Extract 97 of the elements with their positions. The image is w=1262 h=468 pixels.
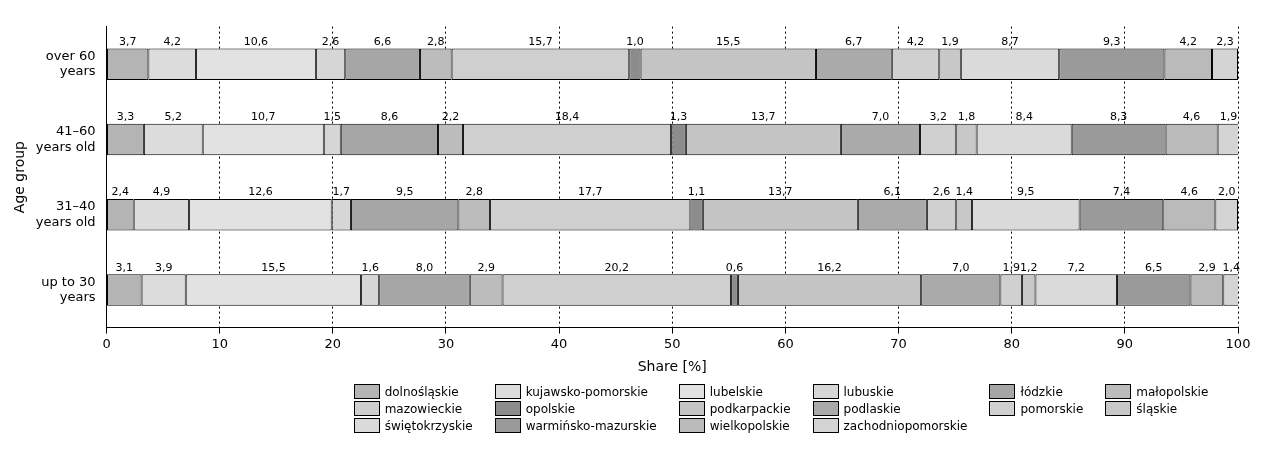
y-tick-label: up to 30 years xyxy=(41,273,96,305)
data-label: 4,9 xyxy=(152,185,171,199)
data-label: 2,0 xyxy=(1217,185,1236,199)
x-tick-label: 10 xyxy=(211,335,228,351)
data-label: 17,7 xyxy=(577,185,603,199)
data-label: 3,1 xyxy=(115,260,134,274)
data-label: 15,7 xyxy=(528,34,553,48)
data-label: 8,0 xyxy=(415,260,434,274)
data-label: 1,4 xyxy=(955,185,973,199)
legend-label: śląskie xyxy=(1136,401,1178,416)
x-tick-label: 100 xyxy=(1225,335,1251,351)
data-label: 1,8 xyxy=(957,110,976,124)
x-tick-label: 90 xyxy=(1116,335,1134,351)
legend-label: opolskie xyxy=(525,401,576,416)
data-label: 3,2 xyxy=(929,110,947,124)
legend-label: podkarpackie xyxy=(709,401,791,416)
x-tick-label: 0 xyxy=(102,335,111,351)
legend-label: lubuskie xyxy=(843,384,894,399)
data-label: 13,7 xyxy=(768,185,793,199)
legend-label: dolnośląskie xyxy=(384,384,459,399)
data-label: 20,2 xyxy=(604,260,630,274)
data-label: 1,5 xyxy=(323,110,341,124)
x-tick-label: 70 xyxy=(890,335,907,351)
data-label: 8,7 xyxy=(1001,34,1019,48)
legend-label: mazowieckie xyxy=(384,401,463,416)
data-label: 10,7 xyxy=(250,110,276,124)
legend-label: łódzkie xyxy=(1020,384,1063,399)
data-label: 7,4 xyxy=(1112,185,1131,199)
y-axis-title: Age group xyxy=(11,140,28,214)
y-tick-label: 31–40 years old xyxy=(35,198,96,229)
data-label: 2,2 xyxy=(441,110,460,124)
x-tick-label: 60 xyxy=(777,335,794,351)
data-label: 12,6 xyxy=(248,185,273,199)
data-label: 3,9 xyxy=(154,260,173,274)
data-label: 10,6 xyxy=(243,34,269,48)
data-label: 4,6 xyxy=(1180,185,1199,199)
y-tick-label: over 60 years xyxy=(45,47,96,79)
data-label: 8,4 xyxy=(1015,110,1033,124)
data-label: 7,0 xyxy=(952,260,970,274)
x-tick-label: 50 xyxy=(663,335,681,351)
data-label: 1,9 xyxy=(1002,260,1020,274)
legend-label: podlaskie xyxy=(843,401,901,416)
data-label: 2,3 xyxy=(1216,34,1234,48)
data-label: 13,7 xyxy=(751,110,776,124)
data-label: 0,6 xyxy=(725,260,744,274)
x-tick-label: 40 xyxy=(550,335,568,351)
data-label: 6,7 xyxy=(845,34,863,48)
data-label: 9,5 xyxy=(1017,185,1035,199)
data-label: 1,9 xyxy=(1219,110,1238,124)
data-label: 4,6 xyxy=(1182,110,1201,124)
data-label: 8,6 xyxy=(380,110,399,124)
data-label: 4,2 xyxy=(906,34,925,48)
data-label: 15,5 xyxy=(716,34,741,48)
data-label: 2,6 xyxy=(321,34,340,48)
data-label: 6,1 xyxy=(883,185,902,199)
data-label: 4,2 xyxy=(1179,34,1197,48)
x-tick-label: 80 xyxy=(1003,335,1020,351)
data-label: 1,1 xyxy=(687,185,706,199)
data-label: 2,4 xyxy=(111,185,130,199)
data-label: 6,6 xyxy=(373,34,392,48)
data-label: 2,9 xyxy=(477,260,495,274)
legend-label: zachodniopomorskie xyxy=(843,418,968,433)
x-axis-title: Share [%] xyxy=(637,358,707,375)
data-label: 16,2 xyxy=(817,260,842,274)
data-label: 3,3 xyxy=(116,110,135,124)
x-tick-label: 30 xyxy=(437,335,455,351)
data-label: 15,5 xyxy=(261,260,286,274)
data-label: 7,2 xyxy=(1067,260,1085,274)
data-label: 9,3 xyxy=(1103,34,1121,48)
legend-label: lubelskie xyxy=(709,384,763,399)
data-label: 5,2 xyxy=(164,110,183,124)
data-label: 6,5 xyxy=(1144,260,1163,274)
data-label: 2,9 xyxy=(1198,260,1216,274)
data-label: 2,6 xyxy=(932,185,951,199)
x-tick-label: 20 xyxy=(324,335,342,351)
legend-label: warmińsko-mazurskie xyxy=(525,418,657,433)
data-label: 8,3 xyxy=(1109,110,1128,124)
data-label: 9,5 xyxy=(395,185,414,199)
y-tick-label: 41–60 years old xyxy=(35,123,96,154)
data-label: 3,7 xyxy=(118,34,137,48)
data-label: 7,0 xyxy=(871,110,890,124)
data-label: 1,2 xyxy=(1019,260,1038,274)
legend-label: świętokrzyskie xyxy=(384,418,473,433)
data-label: 1,0 xyxy=(626,34,644,48)
data-label: 4,2 xyxy=(163,34,181,48)
legend-label: wielkopolskie xyxy=(709,418,790,433)
data-label: 1,4 xyxy=(1222,260,1240,274)
legend-label: pomorskie xyxy=(1020,401,1084,416)
data-label: 1,7 xyxy=(332,185,351,199)
data-label: 18,4 xyxy=(554,110,580,124)
data-label: 2,8 xyxy=(465,185,483,199)
legend-label: kujawsko-pomorskie xyxy=(525,384,648,399)
data-label: 2,8 xyxy=(427,34,445,48)
data-label: 1,3 xyxy=(669,110,688,124)
data-label: 1,6 xyxy=(361,260,379,274)
data-label: 1,9 xyxy=(941,34,959,48)
legend-label: małopolskie xyxy=(1136,384,1209,399)
